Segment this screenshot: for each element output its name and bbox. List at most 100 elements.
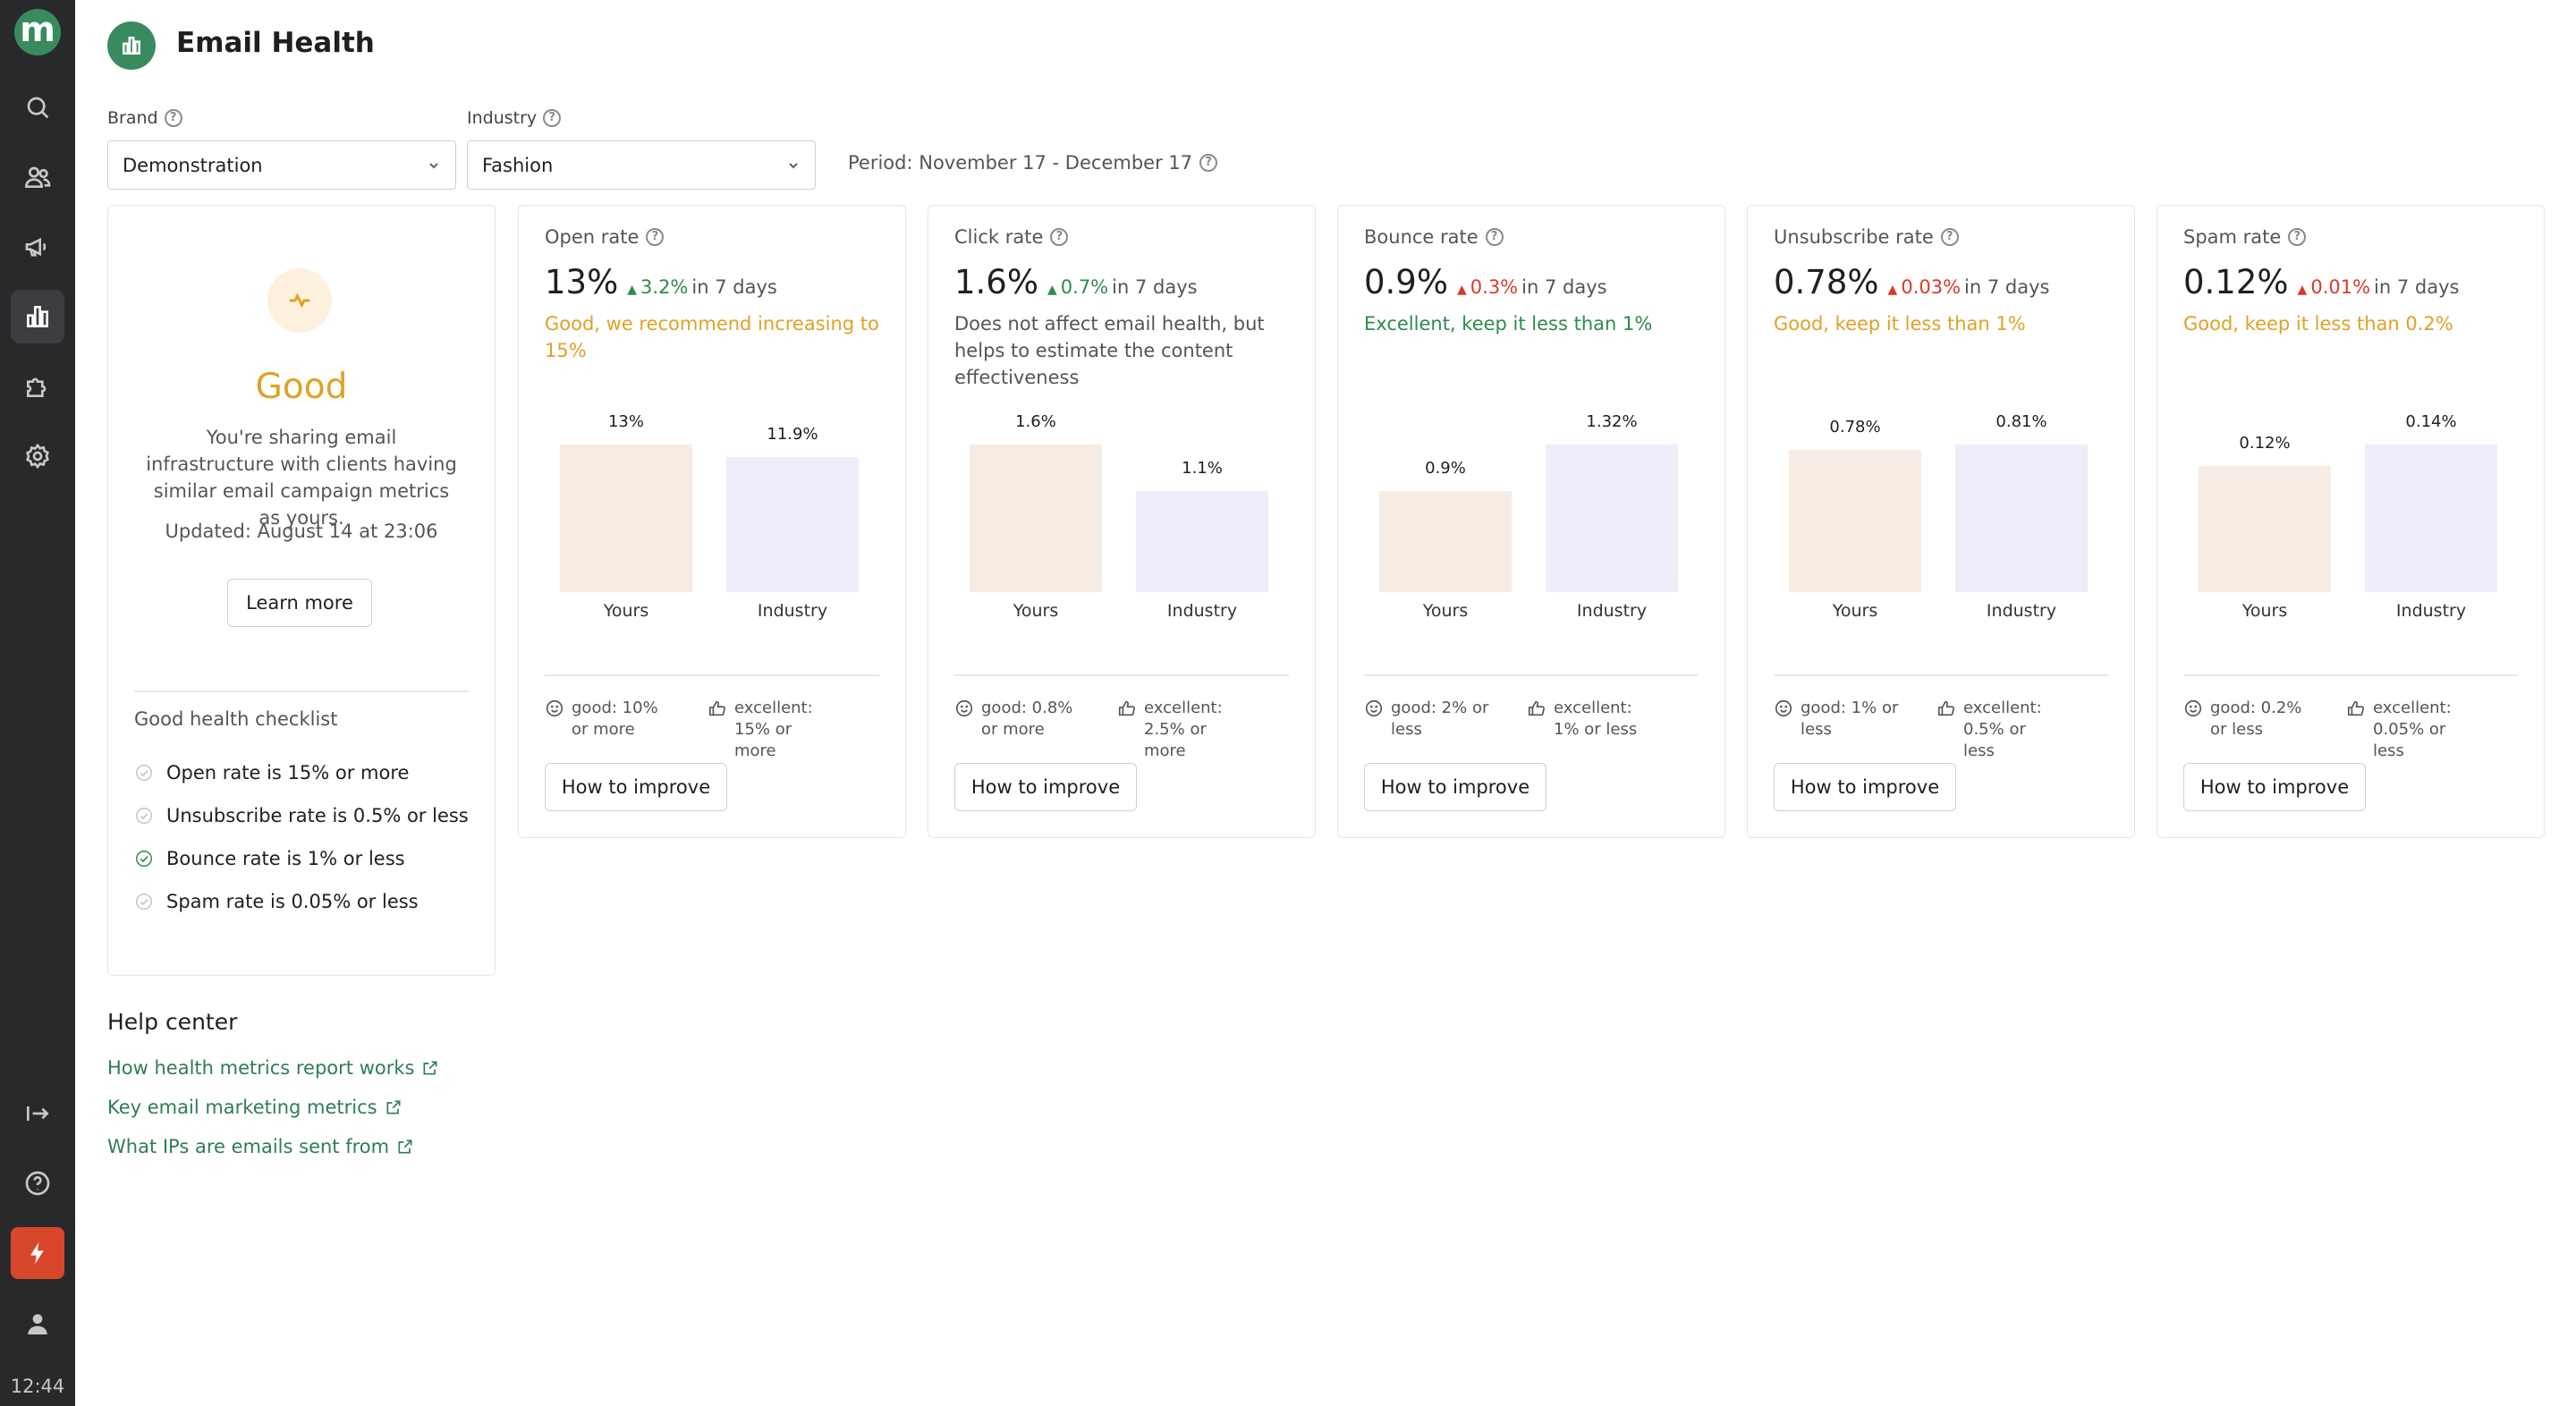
checklist-item-label: Unsubscribe rate is 0.5% or less (166, 805, 469, 826)
industry-label: Industry ? (467, 108, 562, 128)
metric-change: ▲ 3.2% in 7 days (627, 276, 777, 298)
how-to-improve-button[interactable]: How to improve (954, 763, 1137, 811)
thumbs-up-icon (2347, 700, 2364, 716)
how-to-improve-button[interactable]: How to improve (545, 763, 727, 811)
help-icon[interactable] (11, 1156, 64, 1210)
checklist-item-label: Spam rate is 0.05% or less (166, 891, 419, 912)
help-link[interactable]: How health metrics report works (107, 1057, 439, 1079)
excellent-benchmark: excellent: 2.5% or more (1117, 698, 1242, 762)
trend-up-icon: ▲ (1887, 283, 1898, 297)
metric-change: ▲ 0.7% in 7 days (1047, 276, 1198, 298)
health-description: You're sharing email infrastructure with… (146, 427, 457, 529)
checklist-title: Good health checklist (134, 708, 338, 730)
metric-title-text: Unsubscribe rate (1774, 226, 1934, 248)
yours-bar-value: 0.78% (1829, 418, 1881, 436)
how-to-improve-button[interactable]: How to improve (1774, 763, 1956, 811)
contacts-icon[interactable] (11, 150, 64, 204)
metric-note: Does not affect email health, but helps … (954, 313, 1265, 388)
checklist-item: Unsubscribe rate is 0.5% or less (134, 805, 469, 826)
integrations-puzzle-icon[interactable] (11, 360, 64, 413)
industry-label-text: Industry (467, 108, 538, 128)
divider (954, 674, 1289, 676)
help-link-text: Key email marketing metrics (107, 1097, 377, 1118)
metric-change-period: in 7 days (691, 276, 777, 298)
smile-icon (546, 699, 564, 717)
divider (1774, 674, 2108, 676)
chevron-down-icon (429, 162, 438, 169)
spam-rate-card: Spam rate? 0.12% ▲ 0.01% in 7 days Good, keep… (2157, 205, 2545, 838)
metric-value-row: 1.6% ▲ 0.7% in 7 days (954, 263, 1198, 301)
metric-value-row: 0.9% ▲ 0.3% in 7 days (1364, 263, 1607, 301)
period-help-icon[interactable]: ? (1199, 154, 1218, 172)
brand-select[interactable]: Demonstration (107, 140, 456, 190)
industry-select-value: Fashion (482, 154, 554, 176)
reports-chart-icon[interactable] (11, 290, 64, 343)
metric-help-icon[interactable]: ? (1485, 228, 1504, 246)
metric-value-row: 0.78% ▲ 0.03% in 7 days (1774, 263, 2049, 301)
industry-bar (1955, 445, 2088, 592)
trend-up-icon: ▲ (1047, 283, 1057, 297)
brand-label-text: Brand (107, 108, 158, 128)
metric-value-row: 13% ▲ 3.2% in 7 days (545, 263, 777, 301)
metric-title: Unsubscribe rate? (1774, 226, 1959, 248)
excellent-benchmark: excellent: 0.05% or less (2346, 698, 2471, 762)
excellent-benchmark-text: excellent: 0.05% or less (2373, 699, 2452, 760)
yours-bar-value: 0.12% (2239, 434, 2291, 453)
help-link[interactable]: Key email marketing metrics (107, 1097, 402, 1118)
trend-up-icon: ▲ (1457, 283, 1467, 297)
yours-bar-label: Yours (1832, 601, 1878, 621)
metric-title: Spam rate? (2183, 226, 2307, 248)
metric-note: Excellent, keep it less than 1% (1364, 313, 1653, 335)
excellent-benchmark-text: excellent: 1% or less (1554, 699, 1638, 739)
brand-help-icon[interactable]: ? (164, 109, 182, 127)
industry-bar (2365, 445, 2497, 592)
industry-bar-label: Industry (1986, 601, 2057, 621)
app-logo[interactable]: m (14, 9, 61, 55)
yours-bar (1379, 491, 1512, 592)
external-link-icon (398, 1139, 412, 1154)
metric-change-value: 0.7% (1060, 276, 1109, 298)
user-profile-icon[interactable] (11, 1297, 64, 1351)
metric-value: 13% (545, 263, 619, 301)
learn-more-button[interactable]: Learn more (227, 579, 372, 627)
metric-title: Click rate? (954, 226, 1069, 248)
metric-value: 1.6% (954, 263, 1038, 301)
excellent-benchmark-text: excellent: 0.5% or less (1963, 699, 2042, 760)
open-rate-card: Open rate? 13% ▲ 3.2% in 7 days Good, we reco… (518, 205, 906, 838)
thumbs-up-icon (1937, 700, 1954, 716)
check-circle-icon (136, 765, 152, 781)
metric-value: 0.12% (2183, 263, 2289, 301)
thumbs-up-icon (1528, 700, 1545, 716)
settings-gear-icon[interactable] (11, 429, 64, 483)
campaigns-megaphone-icon[interactable] (11, 220, 64, 274)
metric-help-icon[interactable]: ? (1050, 228, 1069, 246)
industry-help-icon[interactable]: ? (543, 109, 562, 127)
search-icon[interactable] (11, 80, 64, 134)
metric-change-period: in 7 days (2374, 276, 2460, 298)
check-circle-icon (136, 894, 152, 910)
pulse-icon (267, 268, 332, 333)
metric-title: Bounce rate? (1364, 226, 1504, 248)
how-to-improve-button[interactable]: How to improve (2183, 763, 2366, 811)
metric-change-period: in 7 days (1521, 276, 1607, 298)
how-to-improve-button[interactable]: How to improve (1364, 763, 1546, 811)
metric-note: Good, keep it less than 1% (1774, 313, 2026, 335)
collapse-sidebar-icon[interactable] (11, 1087, 64, 1140)
metric-value: 0.78% (1774, 263, 1879, 301)
industry-select[interactable]: Fashion (467, 140, 816, 190)
metric-help-icon[interactable]: ? (1940, 228, 1959, 246)
bounce-rate-card: Bounce rate? 0.9% ▲ 0.3% in 7 days Excellent,… (1337, 205, 1725, 838)
lightning-icon[interactable] (11, 1227, 64, 1279)
unsubscribe-rate-card: Unsubscribe rate? 0.78% ▲ 0.03% in 7 days Goo… (1747, 205, 2135, 838)
metric-help-icon[interactable]: ? (2288, 228, 2307, 246)
external-link-icon (386, 1100, 401, 1114)
metric-title: Open rate? (545, 226, 665, 248)
industry-bar (1136, 491, 1268, 592)
metric-title-text: Bounce rate (1364, 226, 1479, 248)
brand-label: Brand ? (107, 108, 182, 128)
metric-help-icon[interactable]: ? (646, 228, 665, 246)
industry-bar-value: 1.32% (1586, 412, 1638, 431)
industry-bar (1546, 445, 1678, 592)
good-benchmark: good: 0.2% or less (2183, 698, 2309, 741)
help-link[interactable]: What IPs are emails sent from (107, 1136, 414, 1157)
